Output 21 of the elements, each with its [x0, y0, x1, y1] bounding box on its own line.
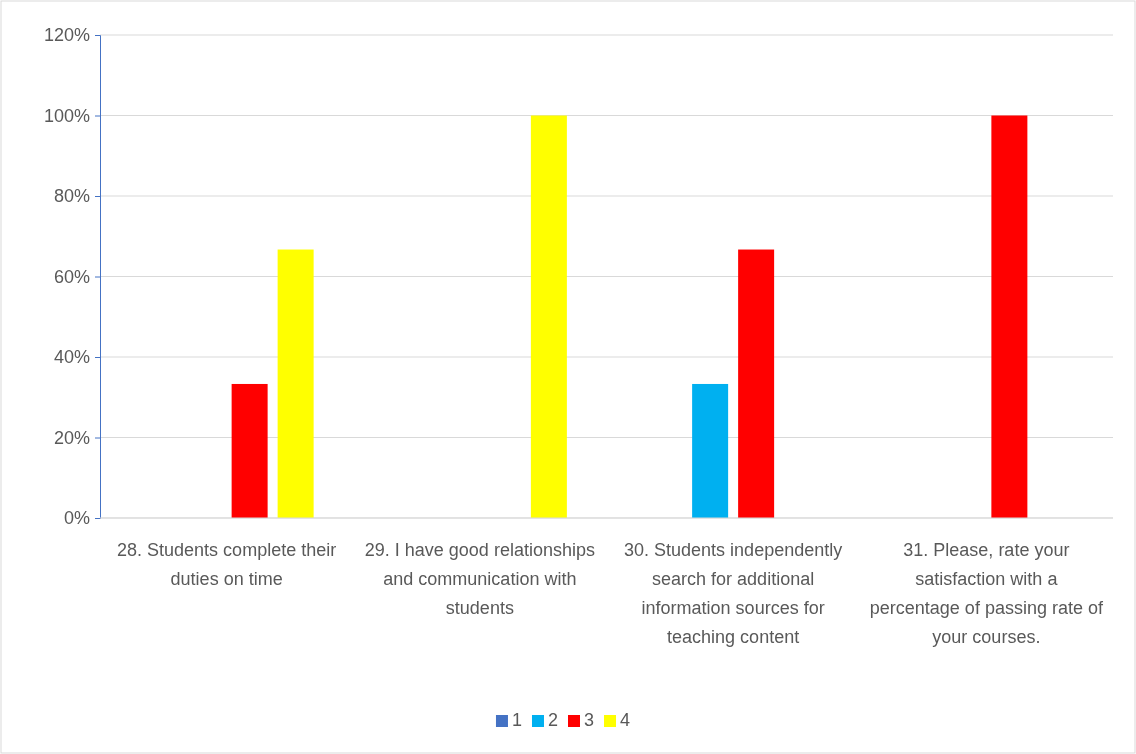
- legend-label: 1: [511, 710, 522, 730]
- y-tick-label: 60%: [53, 266, 90, 287]
- legend-label: 3: [584, 710, 595, 730]
- y-tick-label: 100%: [43, 105, 90, 126]
- bar: [738, 249, 775, 518]
- bar: [692, 383, 729, 518]
- y-tick-label: 20%: [53, 427, 90, 448]
- bar: [530, 115, 567, 518]
- y-tick-label: 80%: [53, 186, 90, 207]
- bar: [991, 115, 1028, 518]
- bar: [277, 249, 314, 518]
- y-tick-label: 0%: [63, 508, 90, 529]
- x-tick-label: 30. Students independently search for additional information sources for teaching content: [624, 540, 843, 647]
- x-tick-label: 31. Please, rate your satisfaction with a percentage of passing rate of your courses.: [869, 540, 1104, 647]
- y-tick-label: 40%: [53, 347, 90, 368]
- x-tick-label: 28. Students complete their duties on time: [117, 540, 337, 589]
- x-tick-label: 29. I have good relationships and communication with students: [364, 540, 595, 618]
- y-tick-label: 120%: [43, 25, 90, 46]
- bar: [231, 383, 268, 518]
- legend-label: 2: [547, 710, 558, 730]
- legend-label: 4: [620, 710, 631, 730]
